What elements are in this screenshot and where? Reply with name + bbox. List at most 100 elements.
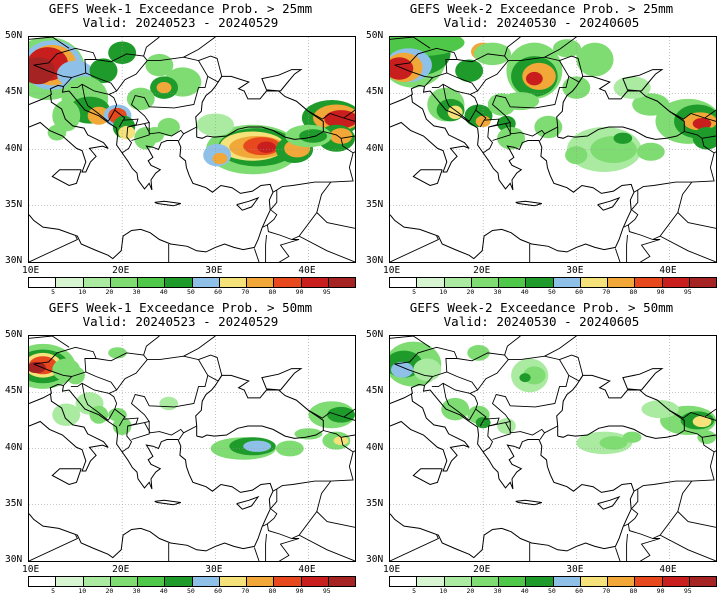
country-border: [544, 425, 558, 434]
colorbar-label: 10: [78, 288, 87, 296]
country-border: [29, 37, 70, 49]
probability-contour: [519, 373, 531, 383]
colorbar-label: 20: [466, 587, 475, 595]
country-border: [272, 451, 354, 492]
colorbar: [389, 277, 717, 288]
borders: [29, 336, 355, 561]
panel-title: GEFS Week-2 Exceedance Prob. > 50mm: [409, 300, 674, 315]
colorbar-swatch: [219, 278, 247, 287]
colorbar-swatch: [328, 577, 355, 586]
country-border: [390, 534, 440, 561]
country-border: [390, 37, 431, 49]
colorbar-swatch: [165, 278, 193, 287]
country-border: [265, 533, 267, 561]
country-border: [114, 408, 126, 427]
country-border: [123, 118, 139, 128]
probability-contour: [327, 406, 355, 423]
coastline: [390, 393, 470, 472]
colorbar-label: 40: [159, 587, 168, 595]
borders: [390, 336, 716, 561]
lon-tick-label: 30E: [566, 265, 584, 276]
panel-valid-dates: Valid: 20240530 - 20240605: [443, 15, 640, 30]
country-border: [63, 355, 209, 453]
colorbar-swatch: [499, 577, 527, 586]
colorbar-swatch: [138, 278, 166, 287]
colorbar-label: 90: [656, 587, 665, 595]
lat-tick-label: 35N: [5, 198, 23, 210]
country-border: [262, 224, 292, 240]
country-border: [684, 430, 716, 453]
country-border: [107, 393, 118, 421]
probability-contour: [157, 118, 180, 136]
lon-tick-label: 40E: [659, 265, 677, 276]
colorbar-swatch: [301, 577, 329, 586]
colorbar-swatch: [580, 278, 608, 287]
lon-tick-label: 30E: [566, 564, 584, 575]
colorbar-label: 40: [159, 288, 168, 296]
map-panel: GEFS Week-2 Exceedance Prob. > 25mm Valid…: [361, 0, 722, 299]
lat-tick-label: 35N: [366, 497, 384, 509]
map-svg: [390, 37, 716, 262]
country-border: [70, 83, 117, 95]
colorbar-swatch: [608, 278, 636, 287]
country-border: [269, 190, 278, 211]
colorbar-swatch: [526, 577, 554, 586]
colorbar-label: 5: [51, 288, 56, 296]
country-border: [33, 363, 72, 377]
probability-contour: [475, 417, 491, 429]
probability-field: [29, 37, 355, 175]
map-panel: GEFS Week-1 Exceedance Prob. > 50mm Valid…: [0, 299, 361, 598]
lat-tick-label: 40N: [366, 441, 384, 453]
coastline: [515, 499, 542, 506]
lon-tick-label: 10E: [22, 265, 40, 276]
country-border: [468, 94, 479, 122]
country-border: [630, 190, 639, 211]
colorbar: [28, 277, 356, 288]
probability-contour: [47, 124, 67, 141]
country-border: [442, 383, 470, 421]
lat-tick-label: 35N: [5, 497, 23, 509]
colorbar-swatch: [29, 278, 57, 287]
country-border: [504, 37, 521, 57]
borders: [29, 37, 355, 262]
country-border: [633, 451, 715, 492]
colorbar-swatch: [499, 278, 527, 287]
map-svg: [29, 336, 355, 561]
country-border: [614, 248, 621, 262]
coastline: [154, 499, 181, 506]
colorbar-swatch: [219, 577, 247, 586]
country-border: [278, 538, 300, 561]
lon-tick-label: 20E: [473, 564, 491, 575]
colorbar-swatch: [689, 577, 716, 586]
country-border: [253, 248, 260, 262]
country-border: [269, 489, 278, 510]
coastline: [236, 196, 260, 211]
country-border: [684, 131, 716, 154]
lat-tick-label: 30N: [5, 554, 23, 565]
borders: [390, 37, 716, 262]
colorbar-swatch: [274, 577, 302, 586]
coastline: [154, 200, 181, 207]
country-border: [669, 409, 716, 421]
country-border: [298, 235, 355, 262]
colorbar-label: 50: [548, 288, 556, 296]
probability-contour: [632, 93, 670, 116]
lon-tick-label: 20E: [473, 265, 491, 276]
colorbar-label: 30: [493, 587, 502, 595]
country-border: [390, 235, 440, 262]
country-border: [630, 489, 639, 510]
colorbar-swatch: [274, 278, 302, 287]
colorbar-label: 10: [78, 587, 87, 595]
country-border: [639, 538, 661, 561]
colorbar-label: 90: [295, 587, 304, 595]
probability-contour: [636, 142, 665, 161]
colorbar-label: 70: [241, 288, 250, 296]
colorbar-swatch: [83, 278, 111, 287]
probability-contour: [108, 347, 127, 359]
colorbar-label: 10: [439, 288, 448, 296]
colorbar-label: 80: [268, 288, 277, 296]
country-border: [183, 425, 197, 434]
probability-contour: [89, 58, 118, 84]
coastline: [622, 368, 664, 391]
probability-contour: [257, 141, 276, 153]
